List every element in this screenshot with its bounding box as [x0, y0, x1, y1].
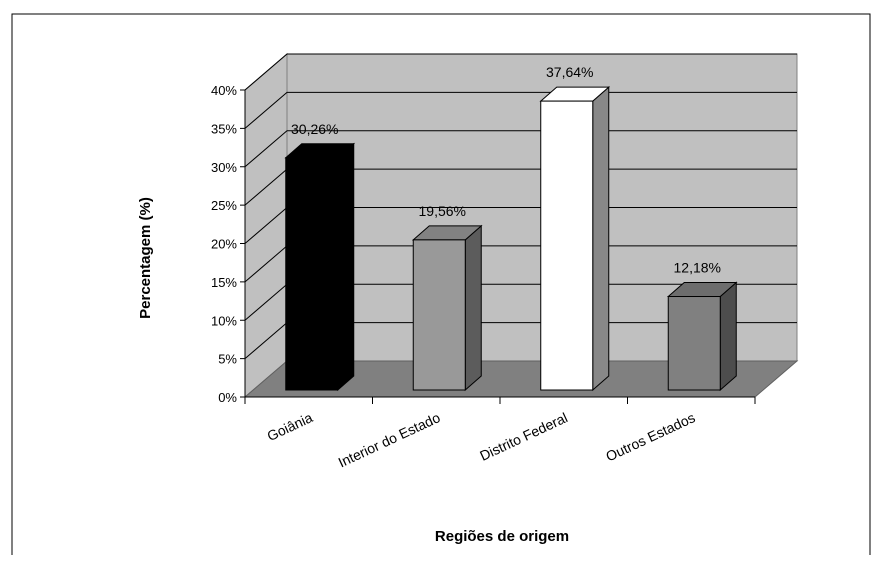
y-tick-label: 5% [218, 352, 237, 367]
y-tick-labels: 0% 5% 10% 15% 20% 25% 30% 35% 40% [211, 83, 245, 405]
y-tick-label: 0% [218, 390, 237, 405]
y-tick-label: 35% [211, 121, 237, 136]
data-label: 37,64% [546, 64, 593, 80]
bar-side [337, 142, 355, 392]
data-label: 30,26% [291, 121, 338, 137]
data-labels: 30,26% 19,56% 37,64% 12,18% [291, 64, 721, 275]
grid-line [244, 91, 797, 129]
data-label: 12,18% [674, 260, 721, 276]
category-label: Distrito Federal [477, 409, 570, 464]
category-label: Interior do Estado [336, 409, 443, 470]
y-axis-title: Percentagem (%) [137, 197, 154, 319]
y-tick-label: 30% [211, 160, 237, 175]
bars [284, 86, 738, 392]
bar [412, 239, 466, 391]
bar-side [464, 224, 482, 392]
y-tick-label: 15% [211, 275, 237, 290]
chart-frame [11, 13, 871, 555]
bar [285, 157, 339, 391]
bar-side [719, 281, 737, 392]
bar [667, 296, 721, 391]
y-tick-label: 10% [211, 313, 237, 328]
y-tick-label: 25% [211, 198, 237, 213]
y-tick-label: 20% [211, 237, 237, 252]
x-axis-title: Regiões de origem [435, 528, 569, 545]
grid-line [244, 130, 797, 168]
category-label: Goiânia [265, 409, 316, 444]
category-labels: Goiânia Interior do Estado Distrito Federa… [265, 409, 698, 470]
y-tick-label: 40% [211, 83, 237, 98]
data-label: 19,56% [419, 203, 466, 219]
category-label: Outros Estados [603, 409, 697, 464]
bar-side [592, 86, 610, 392]
bar [540, 100, 594, 391]
grid-line [244, 53, 797, 91]
